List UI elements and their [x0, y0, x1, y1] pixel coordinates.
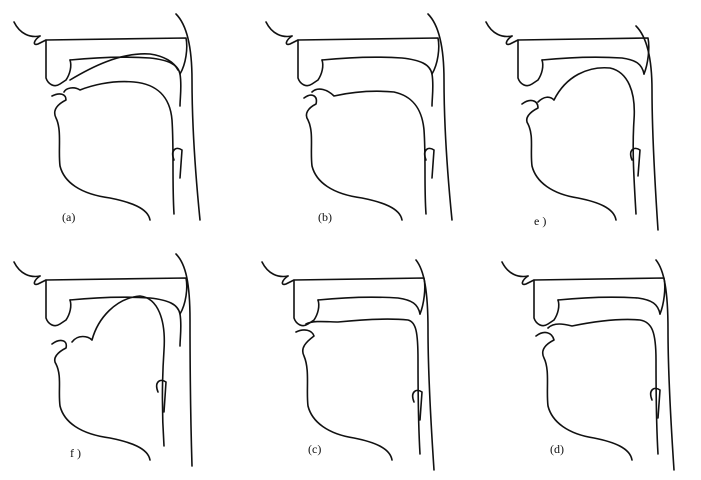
epiglottis-outline: [411, 389, 423, 421]
tongue-outline: [305, 318, 421, 455]
epiglottis-outline: [649, 387, 661, 419]
vocal-tract-drawing: [13, 13, 201, 221]
panel-a: (a): [0, 0, 230, 240]
caption-b: (b): [318, 210, 332, 224]
nose-outline: [265, 21, 293, 38]
palate-outline: [69, 296, 182, 347]
panel-f: f ): [0, 240, 230, 480]
pharynx-wall: [427, 13, 453, 221]
pharynx-wall: [655, 259, 675, 471]
epiglottis-outline: [171, 147, 183, 179]
upper-lip-outline: [533, 279, 560, 327]
caption-f: f ): [70, 446, 81, 460]
caption-c: (c): [308, 442, 322, 456]
pharynx-wall: [175, 253, 193, 467]
lower-lip-outline: [303, 94, 403, 221]
palate-outline: [321, 56, 434, 107]
palate-outline: [557, 296, 661, 315]
upper-jaw-outline: [281, 275, 426, 315]
vocal-tract-drawing: [261, 259, 435, 471]
epiglottis-outline: [629, 147, 641, 177]
upper-jaw-outline: [33, 35, 188, 75]
upper-jaw-outline: [285, 35, 440, 75]
lower-lip-outline: [51, 93, 151, 221]
panel-c: (c): [248, 240, 478, 480]
nose-outline: [13, 261, 41, 278]
upper-jaw-outline: [505, 35, 650, 75]
caption-a: (a): [62, 210, 76, 224]
upper-lip-outline: [297, 39, 324, 87]
palate-roof: [69, 53, 179, 81]
pharynx-wall: [175, 13, 201, 221]
lower-lip-outline: [295, 329, 393, 461]
panel-d: (d): [488, 240, 701, 480]
panel-b: (b): [252, 0, 482, 240]
panel-e: e ): [472, 0, 701, 240]
nose-outline: [13, 21, 41, 38]
palate-outline: [541, 56, 645, 75]
upper-lip-outline: [45, 279, 72, 327]
nose-outline: [485, 21, 513, 38]
upper-lip-outline: [517, 39, 544, 87]
vocal-tract-drawing: [265, 13, 453, 221]
upper-jaw-outline: [521, 275, 666, 315]
pharynx-wall: [635, 25, 659, 231]
vocal-tract-drawing: [485, 21, 659, 231]
pharynx-wall: [415, 259, 435, 471]
lower-lip-outline: [535, 331, 633, 461]
palate-outline: [69, 56, 182, 107]
tongue-outline: [71, 295, 166, 447]
nose-outline: [501, 261, 529, 278]
upper-lip-outline: [293, 279, 320, 327]
tongue-outline: [537, 66, 637, 215]
caption-d: (d): [550, 442, 564, 456]
caption-e: e ): [534, 214, 547, 228]
tongue-outline: [311, 88, 427, 215]
palate-outline: [317, 296, 421, 315]
tongue-outline: [547, 318, 659, 455]
tongue-outline: [63, 80, 175, 215]
lower-lip-outline: [521, 99, 617, 221]
epiglottis-outline: [423, 147, 435, 179]
vocal-tract-drawing: [13, 253, 193, 467]
upper-lip-outline: [45, 39, 72, 87]
nose-outline: [261, 261, 289, 278]
lower-lip-outline: [51, 339, 151, 461]
epiglottis-outline: [155, 379, 167, 413]
vocal-tract-drawing: [501, 259, 675, 471]
